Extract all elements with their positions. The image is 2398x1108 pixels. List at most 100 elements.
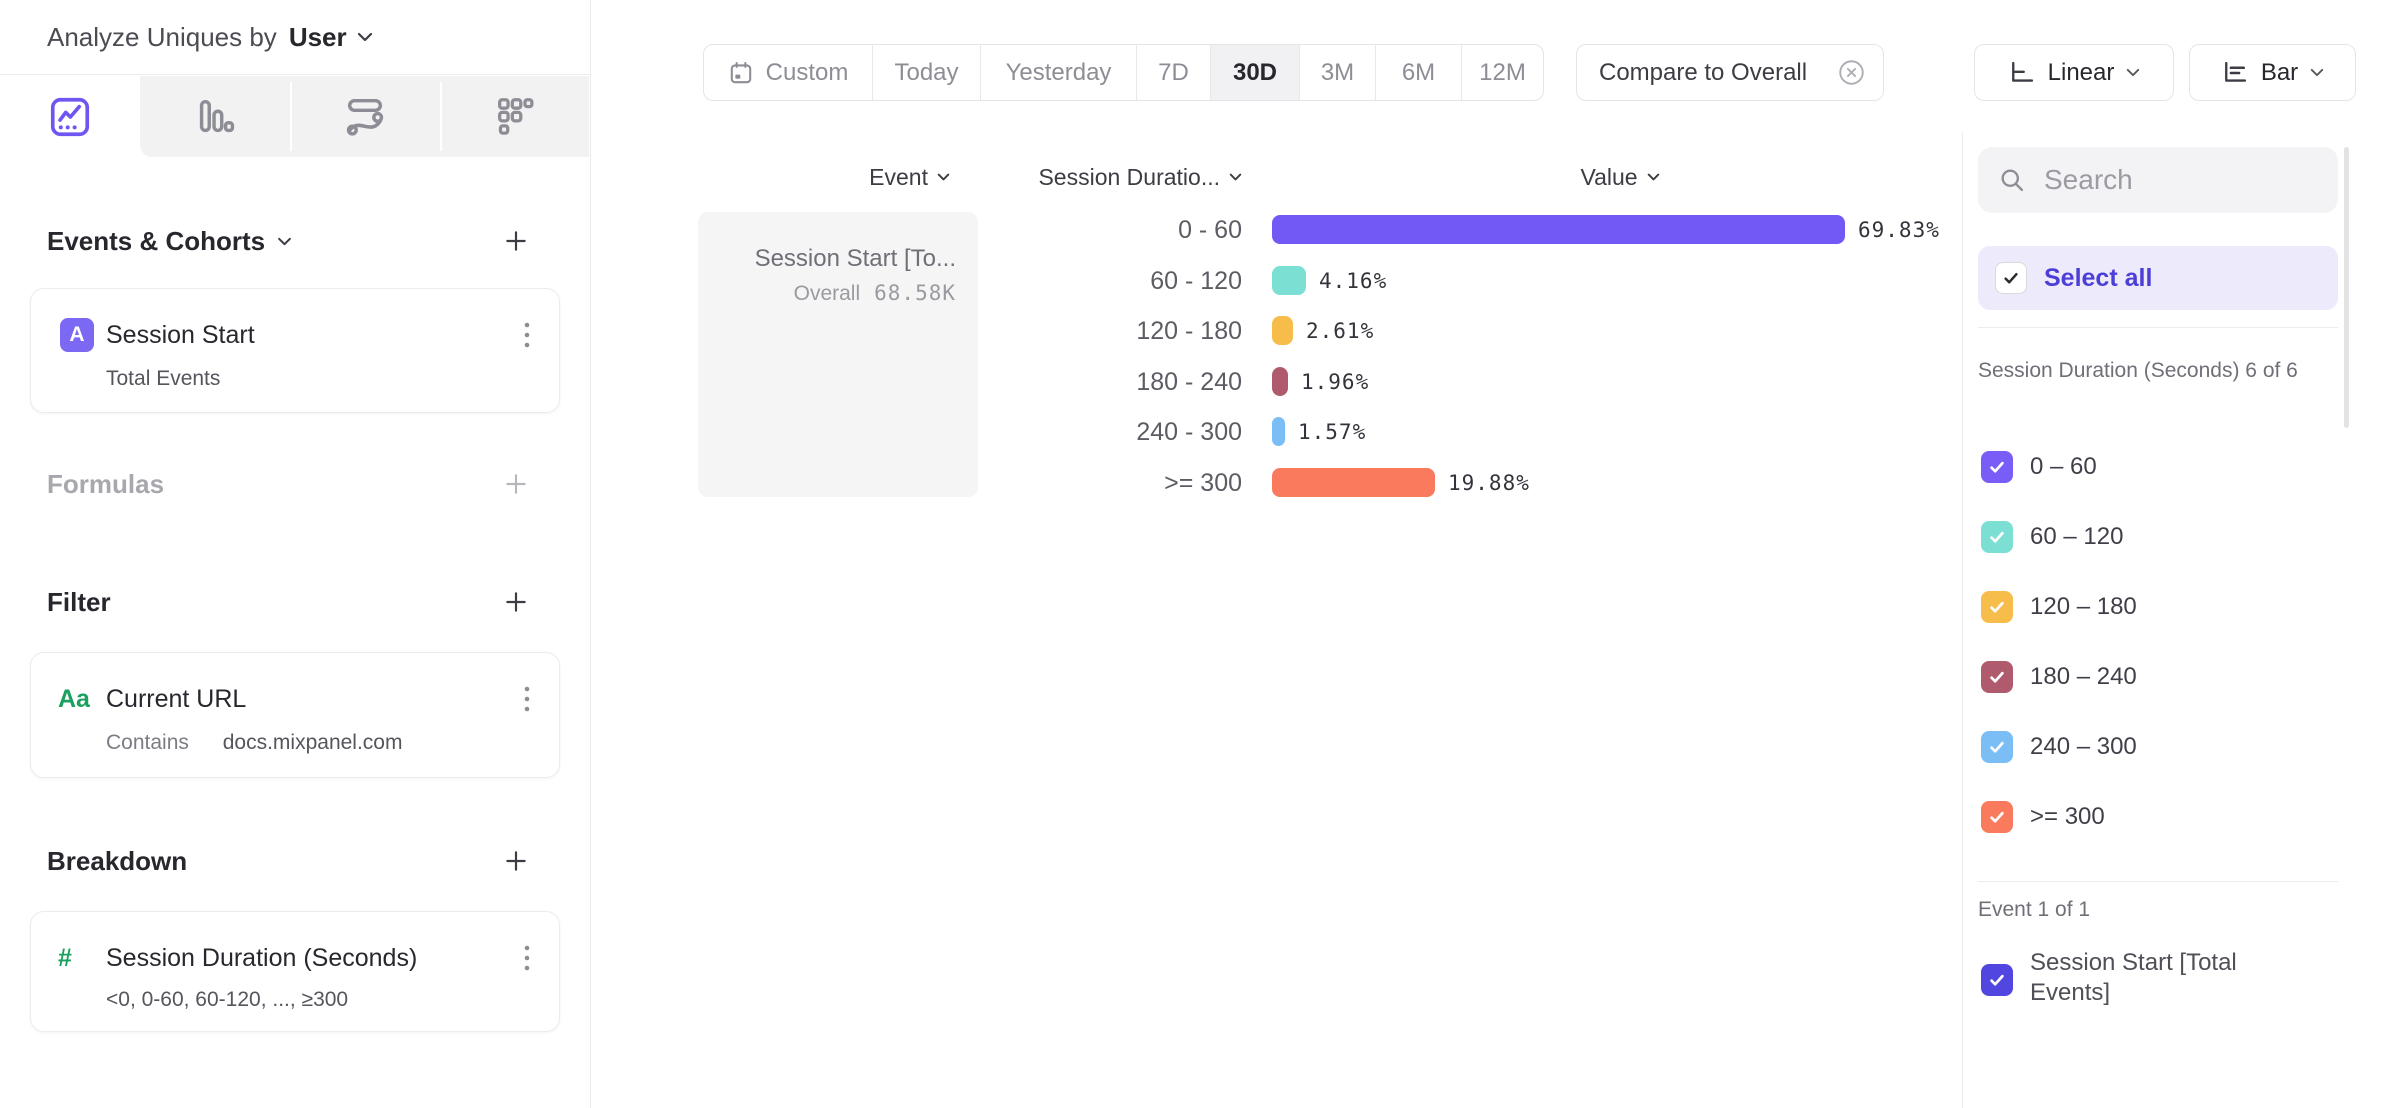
- tab-flows[interactable]: [290, 76, 440, 157]
- breakdown-option-checkbox[interactable]: [1981, 521, 2013, 553]
- kebab-menu-icon[interactable]: [515, 682, 539, 716]
- event-cell-title: Session Start [To...: [754, 245, 956, 272]
- event-option-label[interactable]: Session Start [Total Events]: [2030, 949, 2237, 1006]
- calendar-icon: [728, 60, 754, 86]
- date-range-today[interactable]: Today: [872, 45, 980, 100]
- bar-value-label: 69.83%: [1858, 218, 1940, 242]
- date-range-7d[interactable]: 7D: [1136, 45, 1210, 100]
- panel-section-divider: [1978, 327, 2338, 328]
- formulas-label: Formulas: [47, 468, 165, 499]
- breakdown-option-label[interactable]: >= 300: [2030, 803, 2105, 830]
- select-all-label: Select all: [2044, 263, 2153, 292]
- chevron-down-icon: [2310, 68, 2324, 77]
- date-range-3m[interactable]: 3M: [1299, 45, 1375, 100]
- add-breakdown-button[interactable]: [500, 845, 532, 877]
- chevron-down-icon: [2127, 68, 2140, 77]
- breakdown-card-session-duration[interactable]: # Session Duration (Seconds) <0, 0-60, 6…: [30, 911, 560, 1032]
- analyze-label: Analyze Uniques by: [47, 21, 277, 52]
- breakdown-option-label[interactable]: 0 – 60: [2030, 453, 2097, 480]
- breakdown-option-label[interactable]: 240 – 300: [2030, 733, 2137, 760]
- bar-value-label: 1.96%: [1301, 370, 1370, 394]
- add-formula-button[interactable]: [500, 468, 532, 500]
- breakdown-column-header[interactable]: Session Duratio...: [984, 163, 1242, 191]
- breakdown-option-label[interactable]: 60 – 120: [2030, 523, 2124, 550]
- add-event-button[interactable]: [500, 225, 532, 257]
- category-label: 240 - 300: [1136, 418, 1242, 446]
- category-label: >= 300: [1164, 469, 1242, 497]
- flows-icon: [346, 98, 384, 136]
- event-card-subtitle[interactable]: Total Events: [106, 367, 221, 390]
- breakdown-option-checkbox[interactable]: [1981, 801, 2013, 833]
- breakdown-label: Breakdown: [47, 845, 188, 876]
- filter-value[interactable]: docs.mixpanel.com: [222, 731, 403, 754]
- breakdown-option-checkbox[interactable]: [1981, 591, 2013, 623]
- filter-card-condition[interactable]: Contains docs.mixpanel.com: [106, 731, 402, 755]
- date-range-control: Custom Today Yesterday 7D 30D 3M 6M 12M: [703, 44, 1544, 101]
- chart-bar[interactable]: [1272, 367, 1288, 396]
- event-card-title: Session Start: [106, 321, 255, 349]
- chart-bar[interactable]: [1272, 266, 1306, 295]
- select-all-row[interactable]: Select all: [1978, 246, 2338, 310]
- apps-grid-icon: [497, 97, 533, 135]
- tab-bar-report[interactable]: [140, 76, 290, 157]
- breakdown-option-label[interactable]: 180 – 240: [2030, 663, 2137, 690]
- chart-type-label: Bar: [2260, 58, 2299, 86]
- event-cell-overall: Overall 68.58K: [698, 281, 956, 306]
- legend-search-box[interactable]: [1978, 147, 2338, 213]
- query-builder-sidebar: Analyze Uniques by User: [0, 0, 591, 1108]
- breakdown-option-checkbox[interactable]: [1981, 451, 2013, 483]
- scale-dropdown-button[interactable]: Linear: [1974, 44, 2174, 101]
- breakdown-option-checkbox[interactable]: [1981, 731, 2013, 763]
- date-range-label: Yesterday: [1005, 58, 1112, 86]
- kebab-menu-icon[interactable]: [515, 318, 539, 352]
- analyze-value-dropdown[interactable]: User: [288, 21, 347, 52]
- kebab-menu-icon[interactable]: [515, 941, 539, 975]
- chart-type-dropdown-button[interactable]: Bar: [2189, 44, 2356, 101]
- tab-insights[interactable]: [0, 76, 140, 157]
- chevron-down-icon[interactable]: [357, 32, 373, 42]
- filter-card-current-url[interactable]: Aa Current URL Contains docs.mixpanel.co…: [30, 652, 560, 778]
- tab-separator: [290, 82, 292, 151]
- bar-value-label: 2.61%: [1306, 319, 1375, 343]
- event-card-session-start[interactable]: A Session Start Total Events: [30, 288, 560, 413]
- date-range-custom[interactable]: Custom: [704, 45, 872, 100]
- chart-bar[interactable]: [1272, 468, 1435, 497]
- event-column-header[interactable]: Event: [750, 163, 950, 191]
- filter-operator[interactable]: Contains: [106, 731, 189, 754]
- value-header-label: Value: [1580, 163, 1638, 190]
- compare-to-overall-chip[interactable]: Compare to Overall: [1576, 44, 1884, 101]
- remove-compare-icon[interactable]: [1838, 59, 1865, 86]
- event-row-cell[interactable]: Session Start [To... Overall 68.58K: [698, 212, 978, 497]
- date-range-label: 6M: [1401, 58, 1436, 86]
- tab-more-reports[interactable]: [440, 76, 589, 157]
- bar-value-label: 19.88%: [1448, 471, 1530, 495]
- event-option-checkbox[interactable]: [1981, 964, 2013, 996]
- search-input[interactable]: [2042, 163, 2306, 197]
- breakdown-option-label[interactable]: 120 – 180: [2030, 593, 2137, 620]
- breakdown-card-buckets[interactable]: <0, 0-60, 60-120, ..., ≥300: [106, 988, 349, 1011]
- chart-bar[interactable]: [1272, 215, 1845, 244]
- chevron-down-icon: [1229, 173, 1242, 181]
- date-range-label: Custom: [765, 58, 849, 86]
- chart-bar[interactable]: [1272, 417, 1285, 446]
- chevron-down-icon[interactable]: [277, 237, 292, 246]
- date-range-12m[interactable]: 12M: [1461, 45, 1543, 100]
- breakdown-card-title: Session Duration (Seconds): [106, 944, 418, 972]
- date-range-6m[interactable]: 6M: [1375, 45, 1461, 100]
- filter-heading: Filter: [47, 586, 111, 618]
- select-all-checkbox[interactable]: [1995, 262, 2027, 294]
- date-range-yesterday[interactable]: Yesterday: [980, 45, 1136, 100]
- tab-separator: [440, 82, 442, 151]
- panel-section-divider: [1978, 881, 2338, 882]
- horizontal-bar-chart-icon: [2224, 61, 2246, 82]
- panel-scrollbar-thumb[interactable]: [2344, 147, 2349, 428]
- add-filter-button[interactable]: [500, 586, 532, 618]
- breakdown-option-checkbox[interactable]: [1981, 661, 2013, 693]
- date-range-30d[interactable]: 30D: [1210, 45, 1299, 100]
- event-group-caption: Event 1 of 1: [1978, 898, 2091, 921]
- date-range-label: Today: [894, 58, 959, 86]
- chart-bar[interactable]: [1272, 316, 1293, 345]
- value-column-header[interactable]: Value: [1555, 163, 1685, 191]
- report-tab-strip: [0, 76, 589, 157]
